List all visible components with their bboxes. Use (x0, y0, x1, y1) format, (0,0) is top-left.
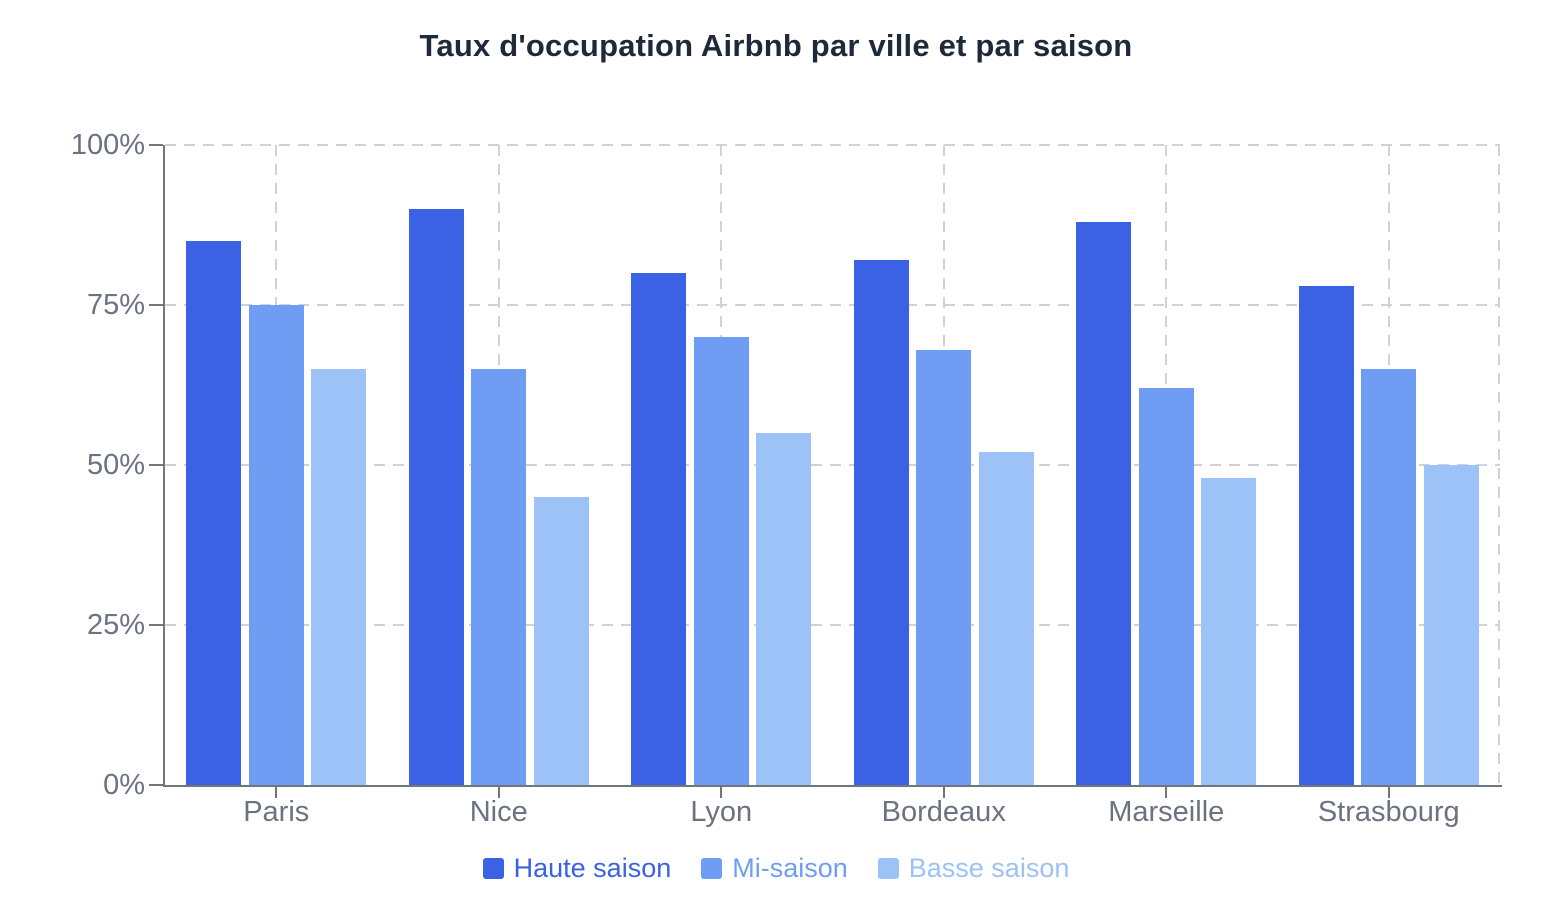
bar-mi-saison-bordeaux[interactable] (916, 349, 972, 785)
y-tick-50 (149, 464, 163, 466)
y-tick-label-50: 50% (86, 449, 145, 481)
y-axis-line (163, 145, 165, 787)
bar-haute-saison-strasbourg[interactable] (1298, 285, 1354, 785)
y-tick-100 (149, 144, 163, 146)
x-tick-nice (497, 787, 500, 798)
x-category-label-lyon: Lyon (690, 796, 753, 828)
x-tick-marseille (1165, 787, 1168, 798)
bar-mi-saison-strasbourg[interactable] (1361, 369, 1417, 785)
x-tick-lyon (720, 787, 723, 798)
legend-swatch-basse-saison (877, 857, 899, 879)
legend-item-haute-saison[interactable]: Haute saison (482, 852, 672, 884)
x-axis-line (163, 785, 1502, 787)
bar-haute-saison-lyon[interactable] (631, 273, 687, 785)
x-category-label-strasbourg: Strasbourg (1317, 796, 1460, 828)
bar-mi-saison-marseille[interactable] (1138, 388, 1194, 785)
h-gridline-75 (165, 304, 1500, 306)
legend-label-basse-saison: Basse saison (908, 852, 1070, 883)
bar-mi-saison-nice[interactable] (471, 369, 527, 785)
bar-haute-saison-paris[interactable] (186, 241, 242, 785)
y-tick-0 (149, 784, 163, 786)
y-tick-label-0: 0% (103, 769, 145, 801)
bar-basse-saison-paris[interactable] (311, 369, 367, 785)
legend-swatch-mi-saison (701, 857, 723, 879)
bar-haute-saison-nice[interactable] (408, 209, 464, 785)
y-tick-25 (149, 624, 163, 626)
bar-basse-saison-strasbourg[interactable] (1423, 465, 1479, 785)
x-category-label-bordeaux: Bordeaux (881, 796, 1006, 828)
y-tick-label-100: 100% (70, 129, 145, 161)
bar-haute-saison-bordeaux[interactable] (853, 260, 909, 785)
x-category-label-marseille: Marseille (1108, 796, 1225, 828)
x-category-label-paris: Paris (243, 796, 310, 828)
legend-swatch-haute-saison (482, 857, 504, 879)
bar-haute-saison-marseille[interactable] (1076, 221, 1132, 785)
chart-title: Taux d'occupation Airbnb par ville et pa… (419, 28, 1133, 63)
bar-basse-saison-bordeaux[interactable] (978, 452, 1034, 785)
h-gridline-100 (165, 144, 1500, 146)
h-gridline-25 (165, 624, 1500, 626)
plot-area (165, 144, 1500, 785)
bar-basse-saison-marseille[interactable] (1201, 477, 1257, 785)
x-category-label-nice: Nice (469, 796, 528, 828)
x-tick-paris (275, 787, 278, 798)
chart-legend: Haute saison Mi-saison Basse saison (0, 847, 1552, 889)
v-gridline-right-edge (1498, 145, 1500, 785)
y-tick-label-75: 75% (86, 289, 145, 321)
legend-item-basse-saison[interactable]: Basse saison (877, 852, 1070, 884)
legend-label-haute-saison: Haute saison (513, 852, 672, 883)
bar-basse-saison-lyon[interactable] (756, 433, 812, 785)
legend-item-mi-saison[interactable]: Mi-saison (701, 853, 848, 884)
h-gridline-50 (165, 464, 1500, 466)
bar-basse-saison-nice[interactable] (533, 497, 589, 785)
bar-mi-saison-paris[interactable] (248, 305, 304, 785)
x-tick-bordeaux (942, 787, 945, 798)
y-tick-label-25: 25% (86, 609, 145, 641)
x-tick-strasbourg (1387, 787, 1390, 798)
legend-label-mi-saison: Mi-saison (732, 852, 848, 883)
bar-mi-saison-lyon[interactable] (693, 337, 749, 785)
y-tick-75 (149, 304, 163, 306)
